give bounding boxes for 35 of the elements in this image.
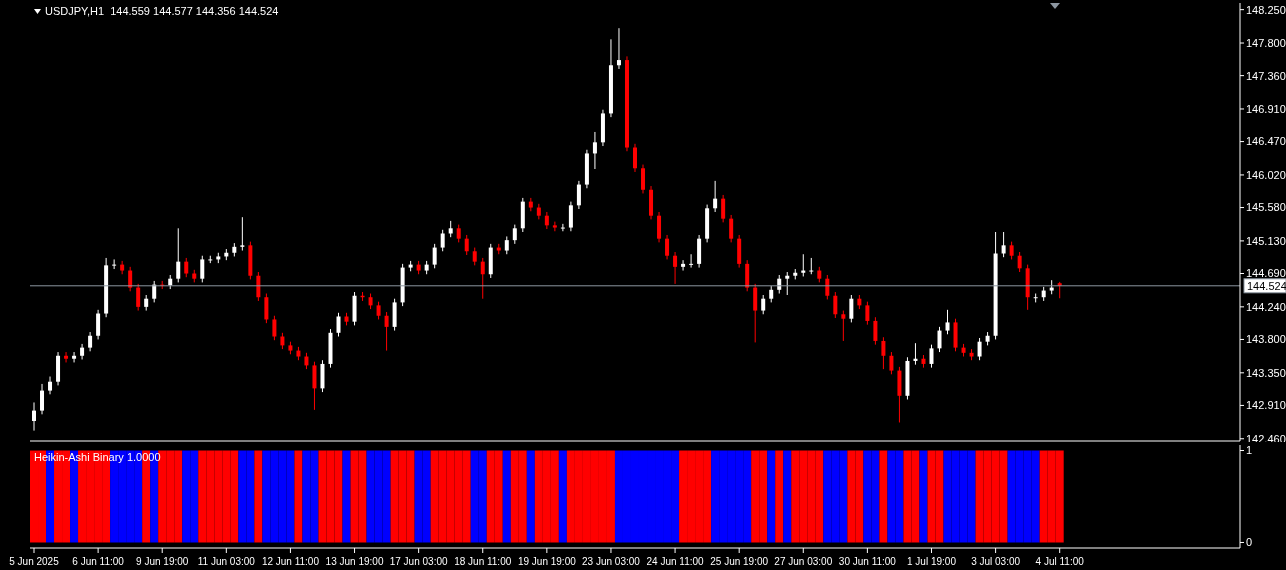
x-tick-label: 30 Jun 11:00: [838, 556, 897, 567]
x-tick-label: 3 Jul 03:00: [971, 556, 1021, 567]
x-tick-label: 19 Jun 19:00: [517, 556, 577, 567]
y-tick-label: 144.690: [1246, 267, 1286, 280]
y-tick-label: 142.910: [1246, 399, 1286, 412]
x-tick-label: 24 Jun 11:00: [646, 556, 705, 567]
y-tick-label: 145.580: [1246, 201, 1286, 214]
y-tick-label: 143.350: [1246, 366, 1286, 379]
chart-title: USDJPY,H1 144.559 144.577 144.356 144.524: [45, 5, 279, 17]
y-tick-label: 144.240: [1246, 300, 1286, 313]
x-tick-label: 5 Jun 2025: [9, 556, 60, 567]
x-tick-label: 13 Jun 19:00: [325, 556, 384, 567]
x-tick-label: 17 Jun 03:00: [389, 556, 448, 567]
x-tick-label: 23 Jun 03:00: [582, 556, 641, 567]
y-tick-label: 145.130: [1246, 234, 1286, 247]
x-tick-label: 11 Jun 03:00: [197, 556, 256, 567]
y-tick-label: 146.910: [1246, 102, 1286, 115]
y-tick-label: 0: [1246, 536, 1253, 549]
y-tick-label: 143.800: [1246, 333, 1286, 346]
x-tick-label: 25 Jun 19:00: [710, 556, 769, 567]
ref-line-label: 144.524: [1247, 279, 1286, 292]
x-tick-label: 27 Jun 03:00: [774, 556, 833, 567]
x-tick-label: 18 Jun 11:00: [454, 556, 512, 567]
y-tick-label: 147.360: [1246, 69, 1286, 82]
y-tick-label: 142.460: [1246, 432, 1286, 445]
x-tick-label: 1 Jul 19:00: [907, 556, 957, 567]
y-tick-label: 147.800: [1246, 36, 1286, 49]
y-tick-label: 148.250: [1246, 3, 1286, 16]
y-tick-label: 1: [1246, 444, 1253, 457]
y-tick-label: 146.470: [1246, 135, 1286, 148]
x-tick-label: 4 Jul 11:00: [1035, 556, 1085, 567]
x-tick-label: 6 Jun 11:00: [72, 556, 125, 567]
x-tick-label: 12 Jun 11:00: [261, 556, 320, 567]
y-tick-label: 146.020: [1246, 168, 1286, 181]
x-tick-label: 9 Jun 19:00: [136, 556, 189, 567]
